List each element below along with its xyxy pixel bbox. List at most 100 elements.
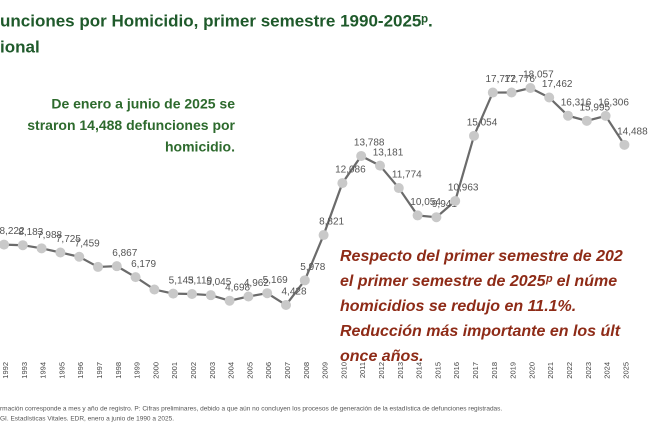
value-label: 10,054 [410,197,441,208]
x-tick-label: 2015 [433,362,442,379]
x-tick-label: 2002 [189,362,198,379]
x-tick-label: 1995 [57,362,66,379]
point [262,288,273,299]
value-label: 6,179 [131,259,156,270]
point [581,115,592,126]
x-tick-label: 2004 [227,362,236,379]
point [93,261,103,272]
point [563,110,573,121]
footnote: rmación corresponde a mes y año de regis… [0,406,502,413]
x-tick-label: 2000 [151,362,160,379]
value-label: 7,988 [37,230,62,241]
value-label: 13,788 [354,138,385,149]
point [600,110,611,121]
x-tick-label: 2007 [283,362,292,379]
value-label: 8,222 [0,226,25,237]
value-label: 5,045 [206,277,231,288]
x-tick-label: 1998 [114,362,123,379]
value-label: 5,143 [169,275,194,286]
source: GI. Estadísticas Vitales. EDR, enero a j… [0,416,174,423]
value-label: 5,169 [263,275,288,286]
value-label: 9,941 [432,199,457,210]
value-label: 16,306 [598,98,629,109]
point [525,83,536,93]
point [74,251,85,262]
value-label: 4,698 [225,282,250,293]
chart-title: unciones por Homicidio, primer semestre … [0,11,433,30]
point [412,210,423,221]
value-label: 6,867 [112,248,137,259]
x-tick-label: 2001 [170,362,179,379]
point [111,261,122,272]
value-label: 4,962 [244,278,269,289]
x-tick-label: 2010 [339,362,348,379]
value-label: 15,054 [467,117,498,128]
x-tick-label: 2025 [621,362,630,379]
point [205,290,216,301]
point [0,239,9,250]
point [450,195,461,206]
chart-subtitle: ional [0,37,40,56]
point [36,243,47,254]
x-tick-label: 2006 [264,362,273,379]
x-tick-label: 1996 [76,362,85,379]
x-tick-label: 2013 [396,362,405,379]
line [3,86,626,307]
value-label: 13,181 [373,147,404,158]
point [130,272,141,283]
value-label: 14,488 [617,126,648,137]
value-label: 8,183 [18,227,43,238]
point [318,230,329,241]
point [224,295,235,306]
annotation: De enero a junio de 2025 se straron 14,48… [27,96,235,155]
x-tick-label: 2003 [208,362,217,379]
highlight-annotation: Respecto del primer semestre de 202 el pr… [340,248,623,365]
value-label: 7,459 [75,238,100,249]
highlight-line: once años. [340,348,424,365]
x-tick-label: 2020 [527,362,536,379]
point [544,92,555,103]
point [281,300,291,310]
x-tick-label: 2011 [358,362,367,378]
value-label: 10,963 [448,183,479,194]
x-tick-label: 2018 [490,362,499,379]
point [431,212,442,223]
point [337,178,348,189]
value-label: 16,316 [561,97,592,108]
highlight-line: Reducción más importante en los últ [340,323,621,340]
point [187,288,197,299]
x-tick-label: 1993 [20,362,29,379]
x-tick-label: 2016 [452,362,461,379]
x-tick-label: 2022 [565,362,574,379]
point [243,291,254,302]
value-label: 8,821 [319,217,344,228]
annotation-line: straron 14,488 defunciones por [27,117,235,133]
point [375,160,385,171]
highlight-line: homicidios se redujo en 11.1%. [340,298,576,315]
value-label: 17,462 [542,79,573,90]
x-tick-label: 2023 [584,362,593,379]
value-label: 5,978 [300,262,325,273]
x-tick-label: 1999 [133,362,142,379]
point [168,288,179,299]
point [299,275,310,286]
point [149,284,160,295]
x-tick-label: 2014 [415,362,424,379]
value-label: 17,772 [486,74,517,85]
value-label: 17,776 [504,74,535,85]
point [619,139,630,150]
x-tick-label: 1997 [95,362,104,379]
x-tick-label: 1992 [1,362,10,379]
highlight-line: el primer semestre de 2025ᵖ el núme [340,273,617,290]
annotation-line: De enero a junio de 2025 se [51,96,235,112]
value-label: 15,995 [580,102,611,113]
point [506,87,517,98]
x-tick-label: 2021 [546,362,555,379]
value-label: 4,428 [281,287,306,298]
highlight-line: Respecto del primer semestre de 202 [340,248,623,265]
annotation-line: homicidio. [165,139,235,155]
point [17,240,28,251]
point [393,183,404,194]
x-tick-label: 1994 [39,362,48,379]
